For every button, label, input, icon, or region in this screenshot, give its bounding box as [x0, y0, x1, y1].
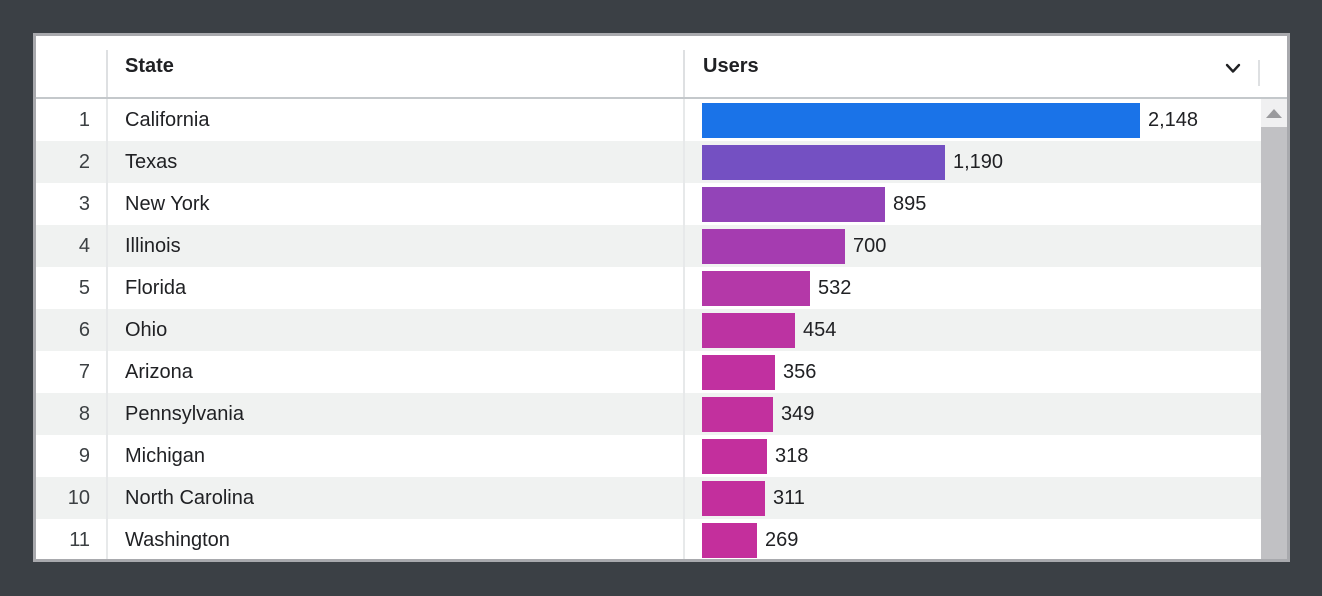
users-bar [702, 186, 885, 222]
table-row: 9 Michigan 318 [36, 435, 1287, 477]
row-rank: 7 [78, 360, 90, 383]
state-name: Ohio [125, 318, 168, 341]
header-end-divider [1258, 60, 1260, 86]
users-bar [702, 102, 1140, 138]
users-value: 532 [818, 276, 852, 299]
users-bar [702, 480, 765, 516]
table-row: 3 New York 895 [36, 183, 1287, 225]
users-value: 895 [893, 192, 927, 215]
users-bar [702, 270, 810, 306]
users-value: 269 [765, 528, 799, 551]
table-row: 4 Illinois 700 [36, 225, 1287, 267]
table-row: 10 North Carolina 311 [36, 477, 1287, 519]
users-bar [702, 354, 775, 390]
table-row: 5 Florida 532 [36, 267, 1287, 309]
users-cell: 700 [684, 225, 1287, 267]
state-name: Arizona [125, 360, 193, 383]
users-column-header[interactable]: Users [703, 36, 759, 97]
state-name: Florida [125, 276, 187, 299]
scrollbar-thumb[interactable] [1261, 127, 1287, 559]
state-name: North Carolina [125, 486, 254, 509]
users-cell: 532 [684, 267, 1287, 309]
users-value: 318 [775, 444, 809, 467]
users-value: 2,148 [1148, 108, 1199, 131]
users-bar [702, 228, 845, 264]
state-name: Washington [125, 528, 230, 551]
row-rank: 2 [78, 150, 90, 173]
table-header: State Users [36, 36, 1287, 99]
users-cell: 311 [684, 477, 1287, 519]
users-bar [702, 144, 945, 180]
state-name: California [125, 108, 210, 131]
table-row: 6 Ohio 454 [36, 309, 1287, 351]
table-row: 8 Pennsylvania 349 [36, 393, 1287, 435]
row-rank: 11 [69, 528, 90, 551]
users-cell: 2,148 [684, 99, 1287, 141]
users-cell: 454 [684, 309, 1287, 351]
header-column-divider [683, 50, 685, 97]
row-rank: 1 [78, 108, 90, 131]
state-column-header[interactable]: State [125, 36, 174, 97]
table-row: 7 Arizona 356 [36, 351, 1287, 393]
chevron-down-icon [1225, 63, 1241, 73]
rank-state-column-divider [106, 99, 108, 559]
row-rank: 8 [78, 402, 90, 425]
users-bar [702, 438, 767, 474]
header-column-divider [106, 50, 108, 97]
rows-container: 1 California 2,148 2 Texas 1,190 3 New Y… [36, 99, 1287, 559]
users-cell: 318 [684, 435, 1287, 477]
state-name: New York [125, 192, 210, 215]
users-value: 1,190 [953, 150, 1004, 173]
state-column-header-label: State [125, 55, 174, 77]
users-value: 311 [773, 486, 805, 509]
row-rank: 6 [78, 318, 90, 341]
table-body: 1 California 2,148 2 Texas 1,190 3 New Y… [36, 99, 1287, 559]
state-name: Texas [125, 150, 178, 173]
table-row: 1 California 2,148 [36, 99, 1287, 141]
row-rank: 4 [78, 234, 90, 257]
row-rank: 10 [67, 486, 90, 509]
users-cell: 269 [684, 519, 1287, 559]
users-cell: 1,190 [684, 141, 1287, 183]
row-rank: 3 [78, 192, 90, 215]
users-bar [702, 312, 795, 348]
state-name: Pennsylvania [125, 402, 244, 425]
users-value: 454 [803, 318, 837, 341]
table-row: 2 Texas 1,190 [36, 141, 1287, 183]
users-cell: 349 [684, 393, 1287, 435]
users-cell: 356 [684, 351, 1287, 393]
state-name: Michigan [125, 444, 206, 467]
scroll-up-arrow-icon [1266, 108, 1282, 118]
row-rank: 9 [78, 444, 90, 467]
users-column-header-label: Users [703, 55, 759, 77]
scroll-up-button[interactable] [1261, 99, 1287, 127]
state-name: Illinois [125, 234, 181, 257]
users-value: 700 [853, 234, 887, 257]
users-bar [702, 522, 757, 558]
users-value: 349 [781, 402, 815, 425]
sort-direction-control[interactable] [1220, 55, 1246, 81]
users-value: 356 [783, 360, 817, 383]
users-bar [702, 396, 773, 432]
table-row: 11 Washington 269 [36, 519, 1287, 559]
row-rank: 5 [78, 276, 90, 299]
users-cell: 895 [684, 183, 1287, 225]
vertical-scrollbar[interactable] [1261, 99, 1287, 559]
users-by-state-table-card: State Users 1 California 2,148 2 Texas [33, 33, 1290, 562]
state-users-column-divider [683, 99, 685, 559]
